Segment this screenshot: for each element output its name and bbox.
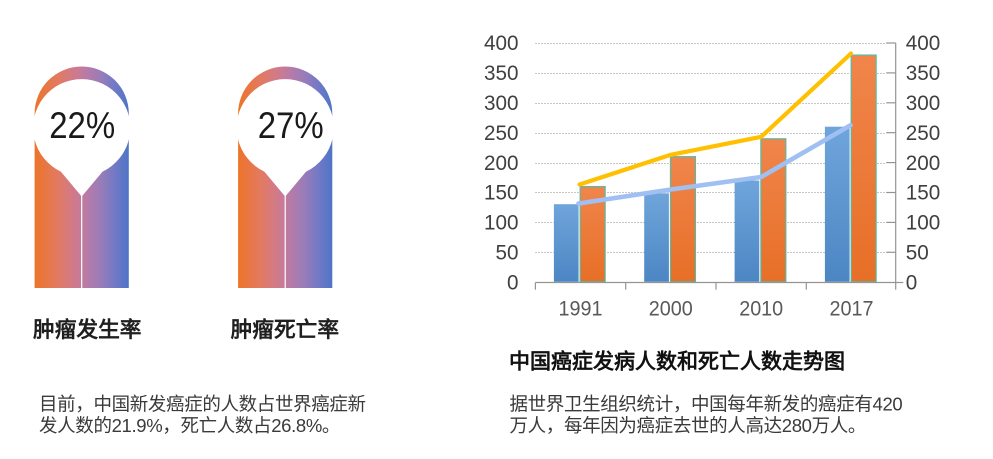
svg-text:目前，中国新发癌症的人数占世界癌症新: 目前，中国新发癌症的人数占世界癌症新 bbox=[39, 394, 366, 415]
svg-text:150: 150 bbox=[484, 181, 519, 205]
svg-text:300: 300 bbox=[484, 91, 519, 115]
svg-text:350: 350 bbox=[484, 61, 519, 85]
svg-text:0: 0 bbox=[906, 270, 918, 294]
svg-text:350: 350 bbox=[906, 61, 941, 85]
svg-text:2010: 2010 bbox=[739, 297, 783, 320]
svg-text:200: 200 bbox=[906, 151, 941, 175]
svg-text:250: 250 bbox=[484, 121, 519, 145]
svg-text:肿瘤发生率: 肿瘤发生率 bbox=[33, 317, 141, 342]
svg-text:100: 100 bbox=[906, 211, 941, 235]
svg-text:2017: 2017 bbox=[830, 297, 874, 320]
svg-text:400: 400 bbox=[906, 31, 941, 55]
svg-text:50: 50 bbox=[496, 241, 519, 265]
svg-text:0: 0 bbox=[507, 270, 519, 294]
svg-text:50: 50 bbox=[906, 241, 929, 265]
svg-text:100: 100 bbox=[484, 211, 519, 235]
svg-text:据世界卫生组织统计，中国每年新发的癌症有420: 据世界卫生组织统计，中国每年新发的癌症有420 bbox=[510, 394, 903, 415]
svg-text:发人数的21.9%，死亡人数占26.8%。: 发人数的21.9%，死亡人数占26.8%。 bbox=[39, 415, 340, 436]
svg-text:万人，每年因为癌症去世的人高达280万人。: 万人，每年因为癌症去世的人高达280万人。 bbox=[510, 415, 867, 436]
svg-text:1991: 1991 bbox=[559, 297, 603, 320]
svg-text:300: 300 bbox=[906, 91, 941, 115]
svg-text:中国癌症发病人数和死亡人数走势图: 中国癌症发病人数和死亡人数走势图 bbox=[509, 350, 845, 374]
svg-text:肿瘤死亡率: 肿瘤死亡率 bbox=[231, 317, 339, 342]
svg-text:22%: 22% bbox=[49, 105, 115, 146]
svg-text:250: 250 bbox=[906, 121, 941, 145]
svg-text:150: 150 bbox=[906, 181, 941, 205]
svg-text:27%: 27% bbox=[258, 105, 324, 146]
svg-text:400: 400 bbox=[484, 31, 519, 55]
svg-text:2000: 2000 bbox=[649, 297, 693, 320]
svg-text:200: 200 bbox=[484, 151, 519, 175]
